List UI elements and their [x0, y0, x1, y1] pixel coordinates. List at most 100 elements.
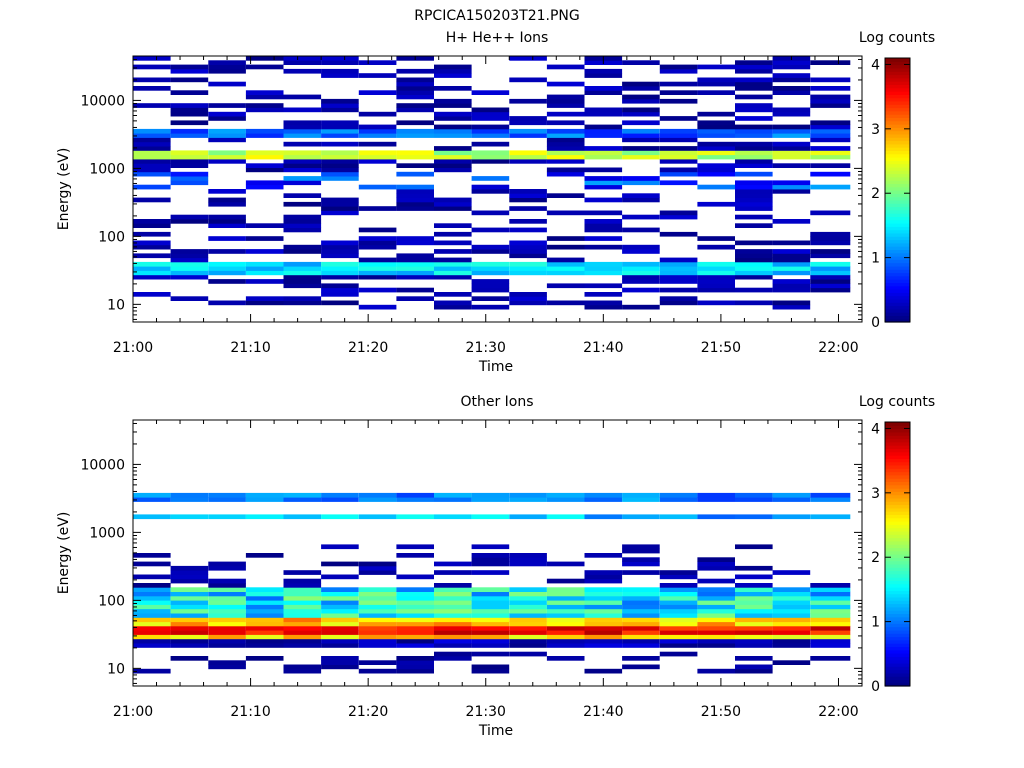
heatmap-cell: [283, 587, 322, 592]
heatmap-cell: [735, 643, 773, 648]
heatmap-cell: [772, 570, 811, 575]
heatmap-cell: [208, 638, 246, 644]
colorbar-segment: [885, 580, 910, 585]
heatmap-cell: [659, 68, 698, 74]
colorbar-segment: [885, 488, 910, 492]
heatmap-cell: [659, 98, 698, 104]
heatmap-cell: [170, 111, 209, 117]
heatmap-cell: [584, 514, 623, 520]
heatmap-cell: [735, 587, 773, 592]
heatmap-cell: [509, 128, 547, 134]
heatmap-cell: [283, 668, 322, 674]
heatmap-cell: [170, 159, 209, 164]
heatmap-cell: [170, 630, 209, 635]
colorbar-segment: [885, 573, 910, 578]
heatmap-cell: [133, 261, 171, 267]
heatmap-cell: [283, 613, 322, 618]
heatmap-cell: [170, 171, 209, 177]
colorbar-segment: [885, 653, 910, 657]
heatmap-cell: [321, 621, 359, 627]
heatmap-cell: [810, 60, 851, 65]
heatmap-cell: [321, 300, 359, 306]
heatmap-cell: [133, 253, 171, 259]
heatmap-cell: [772, 587, 811, 592]
heatmap-cell: [471, 668, 510, 674]
heatmap-cell: [659, 617, 698, 623]
heatmap-cell: [697, 261, 735, 267]
heatmap-cell: [772, 107, 811, 113]
heatmap-cell: [283, 630, 322, 635]
heatmap-cell: [396, 90, 434, 95]
heatmap-cell: [471, 107, 510, 113]
heatmap-cell: [735, 128, 773, 134]
heatmap-cell: [170, 625, 209, 631]
heatmap-cell: [396, 274, 434, 280]
colorbar-segment: [885, 461, 910, 466]
heatmap-cell: [659, 638, 698, 644]
heatmap-cell: [358, 287, 397, 293]
heatmap-cell: [509, 638, 547, 644]
heatmap-cell: [509, 617, 547, 623]
heatmap-cell: [358, 90, 397, 95]
heatmap-cell: [434, 638, 472, 644]
heatmap-cell: [358, 604, 397, 610]
heatmap-cell: [170, 578, 209, 584]
heatmap-cell: [283, 214, 322, 220]
heatmap-cell: [245, 223, 284, 228]
heatmap-cell: [622, 608, 660, 614]
heatmap-cell: [697, 201, 735, 207]
heatmap-cell: [321, 167, 359, 173]
heatmap-cell: [133, 103, 171, 108]
colorbar-segment: [885, 61, 910, 66]
heatmap-cell: [471, 283, 510, 289]
heatmap-cell: [509, 244, 547, 250]
colorbar-segment: [885, 610, 910, 614]
x-tick-label: 21:40: [583, 340, 623, 356]
panel1-colorbar: 0 1 2 3 4: [871, 57, 911, 331]
heatmap-cell: [321, 56, 359, 61]
heatmap-cell: [697, 141, 735, 147]
heatmap-cell: [358, 128, 397, 134]
heatmap-cell: [735, 583, 773, 588]
heatmap-cell: [697, 497, 735, 502]
heatmap-cell: [208, 578, 246, 584]
colorbar-segment: [885, 140, 910, 145]
heatmap-cell: [546, 591, 585, 597]
heatmap-cell: [471, 591, 510, 597]
heatmap-cell: [622, 154, 660, 160]
heatmap-cell: [434, 133, 472, 138]
heatmap-cell: [208, 617, 246, 623]
heatmap-cell: [358, 638, 397, 644]
panel2-colorbar: 0 1 2 3 4: [871, 421, 911, 695]
heatmap-cell: [810, 103, 851, 108]
heatmap-cell: [245, 492, 284, 498]
heatmap-cell: [697, 270, 735, 276]
colorbar-segment: [885, 183, 910, 188]
heatmap-cell: [659, 651, 698, 657]
heatmap-cell: [170, 120, 209, 126]
heatmap-cell: [810, 600, 851, 605]
heatmap-cell: [358, 261, 397, 267]
heatmap-cell: [772, 625, 811, 631]
heatmap-cell: [659, 150, 698, 156]
heatmap-cell: [622, 60, 660, 65]
heatmap-cell: [546, 608, 585, 614]
heatmap-cell: [697, 167, 735, 173]
colorbar-segment: [885, 180, 910, 184]
heatmap-cell: [358, 141, 397, 147]
colorbar-segment: [885, 226, 910, 231]
heatmap-cell: [697, 274, 735, 280]
heatmap-cell: [659, 81, 698, 87]
heatmap-cell: [283, 120, 322, 126]
heatmap-cell: [471, 570, 510, 575]
heatmap-cell: [546, 120, 585, 126]
colorbar-segment: [885, 77, 910, 82]
heatmap-cell: [622, 634, 660, 640]
heatmap-cell: [735, 604, 773, 610]
heatmap-cell: [509, 77, 547, 83]
heatmap-cell: [133, 638, 171, 644]
heatmap-cell: [584, 223, 623, 228]
heatmap-cell: [471, 90, 510, 95]
heatmap-cell: [358, 236, 397, 241]
colorbar-segment: [885, 305, 910, 310]
